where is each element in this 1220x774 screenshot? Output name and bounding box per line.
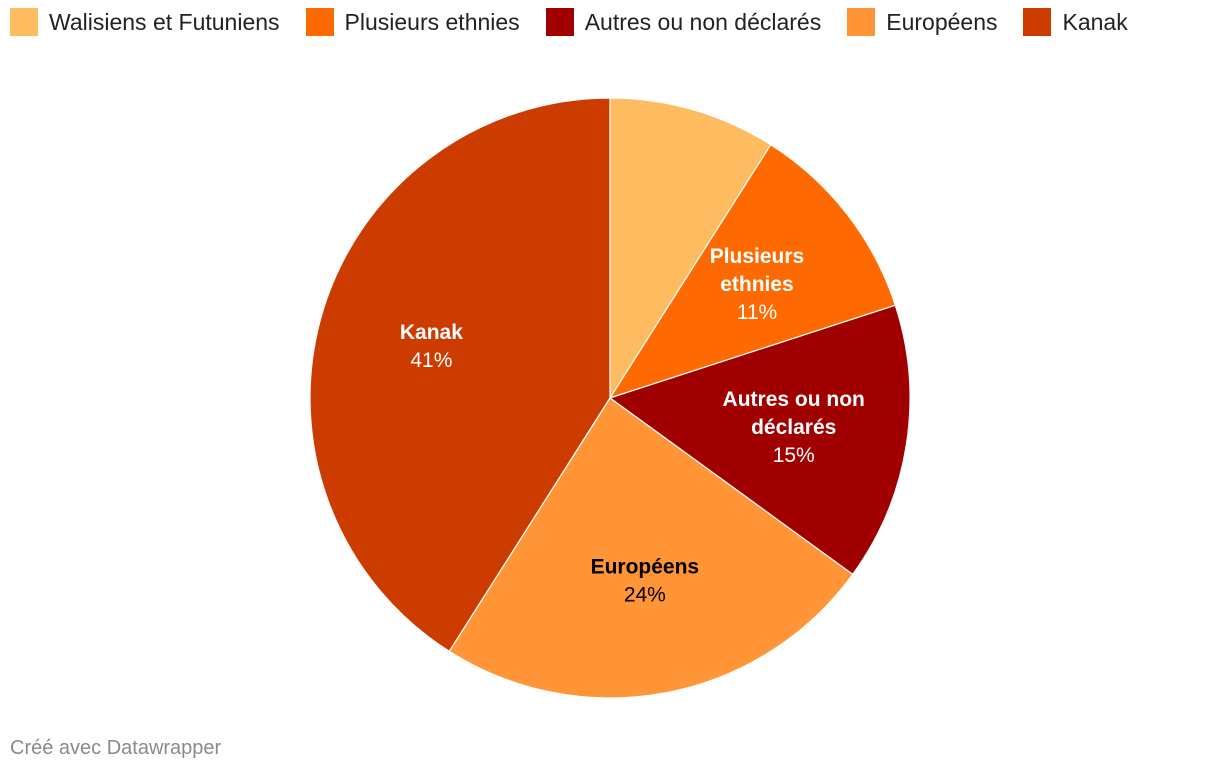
legend-swatch xyxy=(1023,8,1052,36)
slice-label: Plusieurs ethnies 11% xyxy=(710,245,805,324)
slice-label-name: Autres ou non xyxy=(723,388,865,411)
slice-label: Européens 24% xyxy=(591,556,700,607)
pie-slice xyxy=(608,143,897,400)
legend-swatch xyxy=(545,8,574,36)
legend-item: Autres ou non déclarés xyxy=(545,8,822,36)
legend-swatch xyxy=(847,8,876,36)
legend-item: Plusieurs ethnies xyxy=(305,8,520,36)
pie-slice xyxy=(309,97,611,653)
credit-text: Créé avec Datawrapper xyxy=(10,737,222,759)
slice-label-name: Plusieurs xyxy=(710,245,805,268)
slice-label-name: ethnies xyxy=(720,273,794,296)
slice-label: Kanak 41% xyxy=(400,321,463,372)
legend-label: Plusieurs ethnies xyxy=(344,9,520,35)
legend-label: Européens xyxy=(886,9,998,35)
pie-slice xyxy=(448,397,854,699)
legend-item: Européens xyxy=(847,8,997,36)
slice-label-value: 15% xyxy=(773,444,815,467)
slice-label-value: 24% xyxy=(624,584,666,607)
chart-legend: Walisiens et Futuniens Plusieurs ethnies A… xyxy=(10,8,1128,36)
slice-label-name: Européens xyxy=(591,556,700,579)
legend-item: Walisiens et Futuniens xyxy=(10,8,280,36)
legend-item: Kanak xyxy=(1023,8,1128,36)
legend-label: Autres ou non déclarés xyxy=(584,9,822,35)
legend-label: Kanak xyxy=(1062,9,1128,35)
slice-label-value: 41% xyxy=(410,349,452,372)
slice-label: Autres ou non déclarés 15% xyxy=(723,388,865,467)
pie-slice xyxy=(609,97,772,401)
pie-slice xyxy=(608,304,911,576)
slice-label-value: 11% xyxy=(737,301,777,324)
slice-label-name: déclarés xyxy=(751,416,836,439)
slice-label-name: Kanak xyxy=(400,321,463,344)
legend-swatch xyxy=(10,8,38,36)
legend-swatch xyxy=(305,8,334,36)
legend-label: Walisiens et Futuniens xyxy=(49,9,280,35)
